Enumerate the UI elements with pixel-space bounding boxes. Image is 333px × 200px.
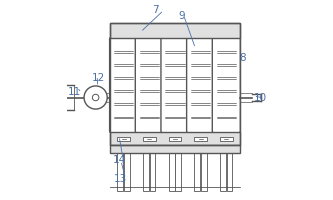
Bar xyxy=(117,137,130,141)
Bar xyxy=(227,154,232,191)
Text: 14: 14 xyxy=(113,155,126,165)
Bar xyxy=(220,137,233,141)
Circle shape xyxy=(84,86,107,110)
FancyBboxPatch shape xyxy=(161,38,189,134)
Text: 7: 7 xyxy=(152,5,159,15)
Text: 13: 13 xyxy=(114,173,127,183)
Bar xyxy=(118,154,123,191)
FancyBboxPatch shape xyxy=(110,38,138,134)
Text: 10: 10 xyxy=(254,92,267,102)
Bar xyxy=(201,154,207,191)
Bar xyxy=(169,154,174,191)
Bar xyxy=(110,24,240,146)
Text: 11: 11 xyxy=(68,86,81,96)
Bar xyxy=(168,137,181,141)
FancyBboxPatch shape xyxy=(186,38,215,134)
FancyBboxPatch shape xyxy=(135,38,164,134)
Bar xyxy=(110,24,240,38)
Circle shape xyxy=(92,95,99,101)
Polygon shape xyxy=(252,94,261,102)
Bar xyxy=(124,154,130,191)
Bar xyxy=(194,154,200,191)
Bar xyxy=(194,137,207,141)
Bar xyxy=(143,154,149,191)
Bar xyxy=(220,154,226,191)
FancyBboxPatch shape xyxy=(212,38,240,134)
Bar xyxy=(110,24,240,146)
Text: 12: 12 xyxy=(92,72,105,82)
Text: 8: 8 xyxy=(239,52,246,62)
Bar xyxy=(110,133,240,146)
Text: 9: 9 xyxy=(178,11,185,21)
Bar xyxy=(150,154,156,191)
Bar xyxy=(175,154,181,191)
Bar xyxy=(110,146,240,154)
Bar xyxy=(143,137,156,141)
